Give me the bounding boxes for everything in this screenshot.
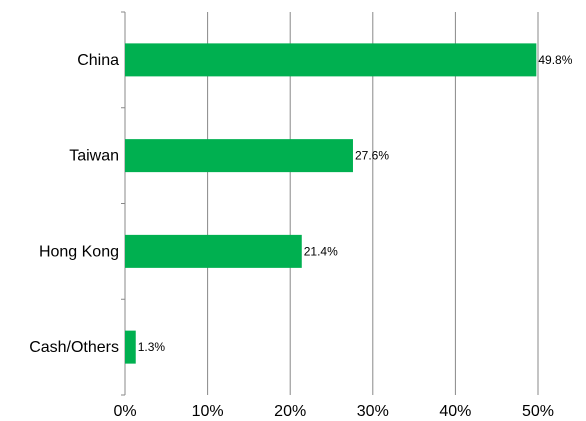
bar-0 — [125, 43, 537, 77]
category-label-2: Hong Kong — [39, 243, 119, 260]
bar-3 — [125, 330, 136, 364]
x-tick-label-1: 10% — [192, 403, 224, 420]
x-tick-label-5: 50% — [522, 403, 554, 420]
data-label-1: 27.6% — [355, 149, 389, 163]
x-tick-label-3: 30% — [357, 403, 389, 420]
bar-2 — [125, 234, 302, 268]
data-label-3: 1.3% — [138, 340, 166, 354]
x-tick-label-0: 0% — [113, 403, 136, 420]
data-label-0: 49.8% — [538, 53, 572, 67]
category-label-1: Taiwan — [69, 148, 119, 165]
bar-1 — [125, 139, 353, 173]
category-label-3: Cash/Others — [29, 339, 119, 356]
data-label-2: 21.4% — [304, 244, 338, 258]
category-label-0: China — [77, 52, 119, 69]
x-tick-label-4: 40% — [439, 403, 471, 420]
x-tick-label-2: 20% — [274, 403, 306, 420]
